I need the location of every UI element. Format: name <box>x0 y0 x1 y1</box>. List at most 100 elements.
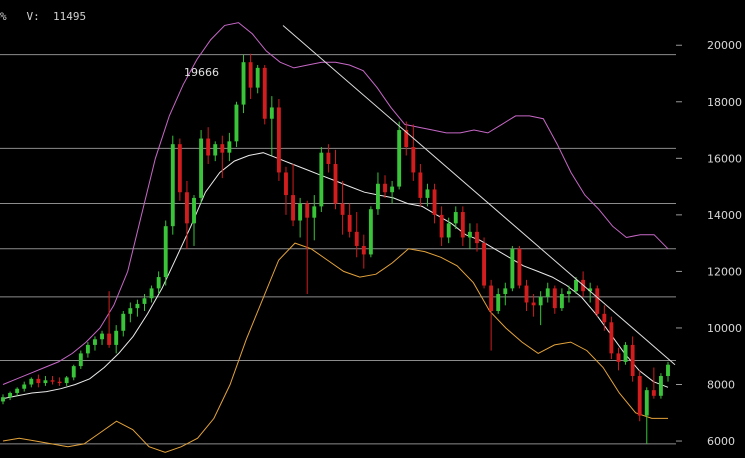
candle-body <box>595 288 600 314</box>
candle-body <box>538 296 543 306</box>
candle-body <box>630 344 635 377</box>
candle-up <box>241 54 246 114</box>
candle-body <box>432 189 437 215</box>
volume-value: 11495 <box>53 10 87 23</box>
candle-body <box>1 397 5 402</box>
candle-down <box>284 166 288 215</box>
candle-body <box>623 344 628 362</box>
candle-body <box>227 141 232 153</box>
candle-down <box>651 367 656 399</box>
candle-down <box>616 347 621 371</box>
candle-down <box>418 163 423 207</box>
candle-up <box>574 277 578 295</box>
candle-body <box>184 192 189 224</box>
candle-down <box>220 135 225 179</box>
candle-down <box>404 121 409 156</box>
candle-up <box>163 220 168 286</box>
candle-body <box>114 330 119 345</box>
trendline-layer <box>282 25 676 366</box>
candle-up <box>227 132 232 162</box>
candle-body <box>319 152 324 207</box>
candle-body <box>567 291 571 295</box>
candle-body <box>71 366 76 378</box>
candle-up <box>390 180 395 204</box>
candle-up <box>156 271 161 295</box>
candle-body <box>467 231 472 238</box>
candle-down <box>630 336 635 382</box>
candle-up <box>43 376 48 386</box>
bollinger-bands <box>2 22 669 453</box>
candle-up <box>567 285 571 303</box>
candle-up <box>255 65 260 94</box>
candle-body <box>390 186 395 193</box>
candle-body <box>666 364 670 377</box>
candle-up <box>312 195 317 241</box>
candle-body <box>107 333 112 345</box>
candle-up <box>545 282 550 303</box>
candle-body <box>333 163 338 204</box>
candle-body <box>64 377 69 384</box>
y-tick-label: 6000 <box>707 435 735 448</box>
candle-body <box>376 183 380 210</box>
candle-up <box>15 387 20 396</box>
candle-up <box>425 183 430 207</box>
candle-up <box>376 172 380 215</box>
candle-up <box>192 195 196 246</box>
candle-body <box>234 104 239 142</box>
candle-body <box>489 285 494 311</box>
chart-header: % V: 11495 <box>0 10 86 23</box>
candle-up <box>135 299 140 317</box>
y-tick-label: 20000 <box>707 39 742 52</box>
candle-body <box>531 302 536 306</box>
trendline <box>282 25 676 366</box>
candle-body <box>552 288 557 309</box>
candle-down <box>206 127 211 164</box>
candle-up <box>467 223 472 249</box>
candle-body <box>284 172 288 196</box>
volume-label: V: <box>26 10 40 23</box>
candle-up <box>397 121 402 190</box>
candle-body <box>397 130 402 187</box>
candle-up <box>22 381 27 392</box>
candle-body <box>658 376 663 396</box>
candle-up <box>71 364 76 381</box>
candle-down <box>531 294 536 317</box>
candle-body <box>602 313 607 323</box>
candle-body <box>305 203 310 218</box>
candle-up <box>510 245 515 292</box>
candle-down <box>361 234 366 269</box>
candle-body <box>312 206 317 218</box>
candle-up <box>149 285 154 303</box>
candle-body <box>262 67 267 119</box>
candle-body <box>354 231 359 246</box>
candle-body <box>255 67 260 88</box>
candle-down <box>305 200 310 295</box>
candle-body <box>418 172 423 198</box>
candle-down <box>347 203 352 238</box>
candle-down <box>291 163 295 227</box>
candle-up <box>100 330 104 345</box>
candle-body <box>460 212 465 238</box>
candle-body <box>446 223 451 238</box>
candle-up <box>170 135 175 235</box>
candle-down <box>177 138 182 201</box>
candle-body <box>383 183 387 193</box>
candle-down <box>248 53 253 99</box>
candle-body <box>248 62 253 88</box>
candle-up <box>319 147 324 213</box>
candle-down <box>517 245 522 289</box>
candle-up <box>446 217 451 244</box>
candle-body <box>206 138 211 156</box>
candle-body <box>142 298 147 304</box>
candle-body <box>361 245 366 255</box>
candle-up <box>368 206 373 258</box>
candle-body <box>411 147 416 173</box>
candle-down <box>333 149 338 210</box>
candle-body <box>559 294 564 309</box>
candle-body <box>50 380 55 382</box>
candle-down <box>354 212 359 258</box>
candle-down <box>184 180 189 249</box>
candle-down <box>50 376 55 385</box>
candle-up <box>8 391 13 401</box>
